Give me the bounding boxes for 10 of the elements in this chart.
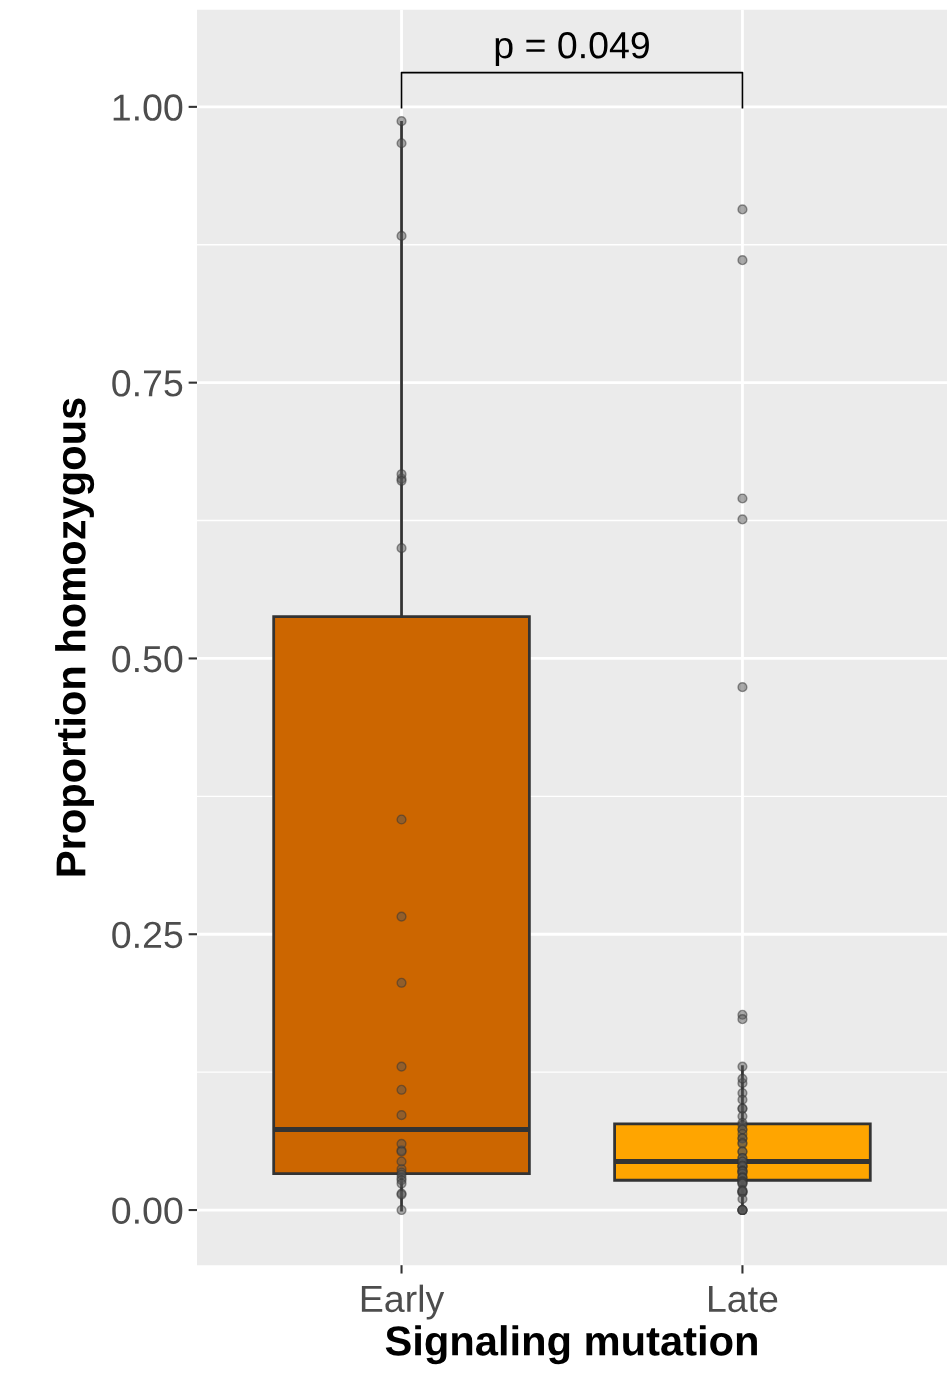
- annotation: p = 0.049: [495, 31, 649, 66]
- x-axis-title: Signaling mutation: [385, 1325, 757, 1365]
- x-tick-label: Late: [709, 1286, 778, 1313]
- y-tick-label: 0.50: [112, 645, 183, 673]
- y-axis-title: Proportion homozygous: [55, 398, 95, 876]
- y-tick-label: 1.00: [113, 94, 183, 121]
- y-tick-label: 0.00: [112, 1197, 183, 1224]
- y-tick-label: 0.75: [112, 370, 183, 397]
- x-tick-label: Early: [361, 1284, 445, 1320]
- y-tick-label: 0.25: [112, 921, 183, 949]
